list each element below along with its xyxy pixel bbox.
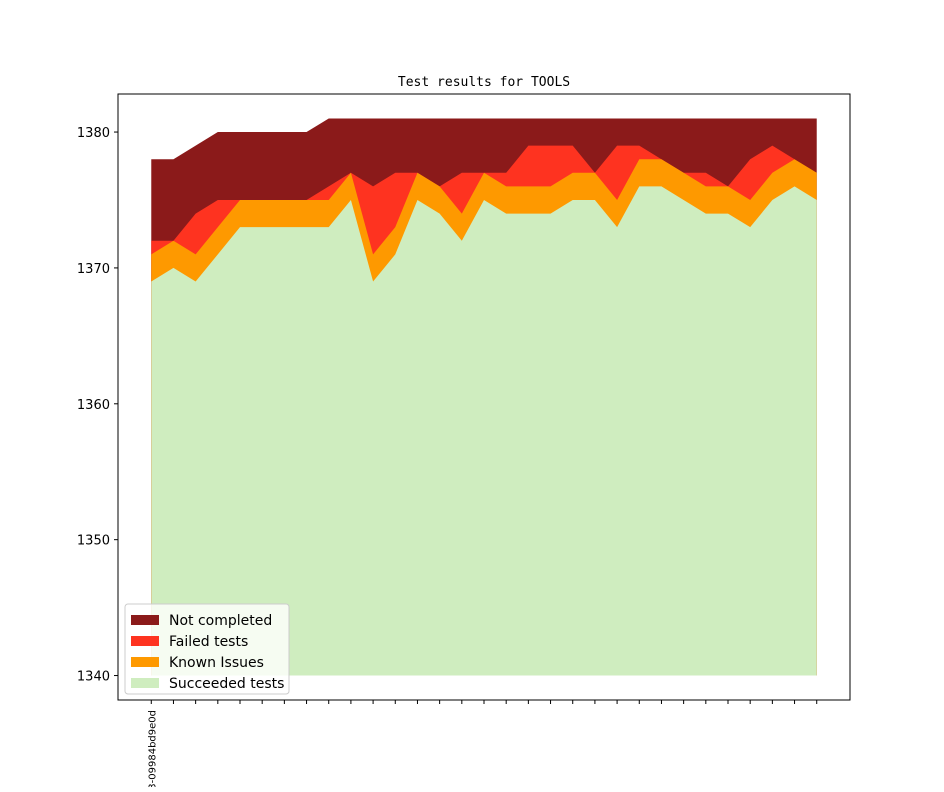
legend: Not completed Failed tests Known Issues Suc… (124, 603, 290, 695)
y-tick-label: 1350 (77, 534, 110, 549)
legend-swatch (131, 657, 159, 667)
y-tick-label: 1370 (77, 262, 110, 277)
y-tick-label: 1360 (77, 398, 110, 413)
x-axis: 3-09984bd9e0d (147, 700, 818, 790)
area-succeeded-tests (151, 186, 817, 676)
y-tick-label: 1340 (77, 670, 110, 685)
legend-label: Known Issues (169, 655, 264, 671)
y-axis: 1340 1350 1360 1370 1380 (77, 126, 118, 685)
legend-label: Succeeded tests (169, 676, 284, 692)
legend-box (124, 603, 290, 695)
legend-swatch (131, 615, 159, 625)
legend-label: Not completed (169, 613, 272, 629)
legend-label: Failed tests (169, 634, 248, 650)
legend-swatch (131, 678, 159, 688)
chart-title: Test results for TOOLS (398, 75, 570, 90)
x-tick-label: 3-09984bd9e0d (147, 710, 158, 787)
legend-swatch (131, 636, 159, 646)
y-tick-label: 1380 (77, 126, 110, 141)
series-areas (151, 118, 817, 676)
